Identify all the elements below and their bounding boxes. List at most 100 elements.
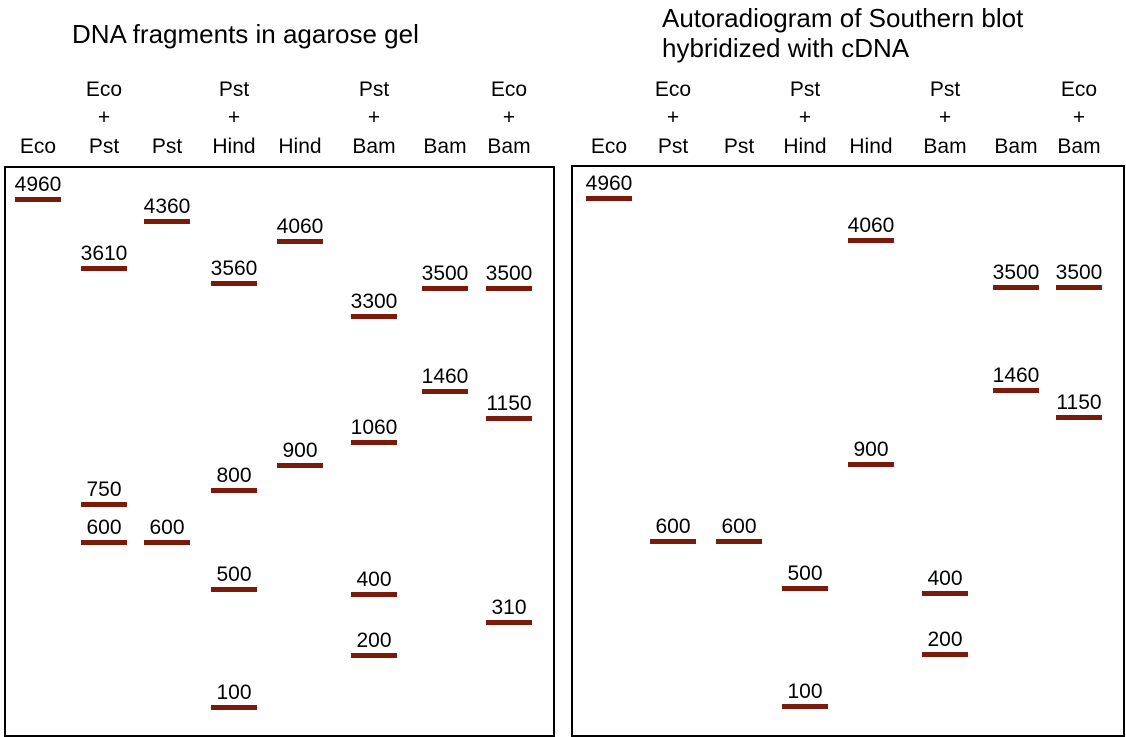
dna-band [277,239,323,244]
dna-band [351,440,397,445]
dna-band [81,502,127,507]
band-size-label: 800 [216,464,252,487]
left-lane-header-8: Eco + Bam [474,76,544,161]
lane-header-line: + [97,106,111,129]
band-size-label: 600 [86,516,122,539]
band-size-label: 3500 [1055,261,1103,284]
band-size-label: 1460 [421,365,469,388]
lane-header-line: Eco [85,77,123,101]
band-size-label: 900 [282,439,318,462]
blot-panel [571,165,1125,737]
right-lane-header-2: Eco + Pst [638,76,708,161]
dna-band [486,286,532,291]
dna-band [351,592,397,597]
lane-header-line: Eco [1060,77,1098,101]
dna-band [144,540,190,545]
left-lane-header-3: Pst [132,76,202,161]
band-size-label: 3610 [80,242,128,265]
right-lane-header-1: Eco [574,76,644,161]
right-lane-header-3: Pst [704,76,774,161]
right-lane-header-4: Pst + Hind [770,76,840,161]
lane-header-line: Hind [849,134,893,158]
left-lane-header-6: Pst + Bam [339,76,409,161]
band-size-label: 100 [787,680,823,703]
band-size-label: 400 [356,568,392,591]
dna-band [1056,285,1102,290]
band-size-label: 200 [927,628,963,651]
band-size-label: 400 [927,567,963,590]
left-lane-header-1: Eco [3,76,73,161]
dna-band [586,196,632,201]
dna-band [782,704,828,709]
lane-header-line: Eco [590,134,628,158]
gel-panel [4,166,555,737]
lane-header-line: Pst [88,134,120,158]
band-size-label: 600 [149,516,185,539]
band-size-label: 200 [356,629,392,652]
lane-header-line: Eco [654,77,692,101]
lane-header-line: Eco [19,134,57,158]
lane-header-line: Pst [358,77,390,101]
lane-header-line: Bam [923,134,967,158]
band-size-label: 310 [491,596,527,619]
dna-band [486,416,532,421]
dna-band [81,266,127,271]
lane-header-line: Bam [1057,134,1101,158]
dna-band [993,388,1039,393]
band-size-label: 3500 [421,262,469,285]
dna-band [848,238,894,243]
blot-title: Autoradiogram of Southern blot hybridize… [662,3,1024,63]
dna-band [81,540,127,545]
band-size-label: 500 [787,562,823,585]
lane-header-line: Pst [218,77,250,101]
dna-band [848,462,894,467]
lane-header-line: + [938,106,952,129]
dna-band [1056,415,1102,420]
lane-header-line: + [798,106,812,129]
left-lane-header-5: Hind [265,76,335,161]
dna-band [211,281,257,286]
dna-band [422,286,468,291]
dna-band [993,285,1039,290]
band-size-label: 4960 [585,172,633,195]
band-size-label: 1460 [992,364,1040,387]
lane-header-line: + [502,106,516,129]
band-size-label: 100 [216,681,252,704]
lane-header-line: Bam [994,134,1038,158]
lane-header-line: + [666,106,680,129]
right-lane-header-6: Pst + Bam [910,76,980,161]
band-size-label: 4060 [847,214,895,237]
dna-band [15,197,61,202]
band-size-label: 600 [721,515,757,538]
dna-band [144,219,190,224]
lane-header-line: Pst [657,134,689,158]
right-lane-header-7: Bam [981,76,1051,161]
band-size-label: 1150 [1056,391,1102,414]
band-size-label: 750 [86,478,122,501]
band-size-label: 600 [655,515,691,538]
band-size-label: 3500 [992,261,1040,284]
left-lane-header-2: Eco + Pst [69,76,139,161]
lane-header-line: Hind [783,134,827,158]
band-size-label: 1150 [486,392,532,415]
band-size-label: 4360 [143,195,191,218]
dna-band [922,591,968,596]
dna-band [211,587,257,592]
lane-header-line: + [367,106,381,129]
right-lane-header-8: Eco + Bam [1044,76,1114,161]
dna-band [211,705,257,710]
dna-band [422,389,468,394]
dna-band [277,463,323,468]
dna-band [211,488,257,493]
dna-band [486,620,532,625]
right-lane-header-5: Hind [836,76,906,161]
lane-header-line: Hind [278,134,322,158]
band-size-label: 3300 [350,290,398,313]
band-size-label: 500 [216,563,252,586]
lane-header-line: + [227,106,241,129]
dna-band [650,539,696,544]
band-size-label: 1060 [350,416,398,439]
left-lane-header-4: Pst + Hind [199,76,269,161]
band-size-label: 4960 [14,173,62,196]
lane-header-line: Pst [151,134,183,158]
